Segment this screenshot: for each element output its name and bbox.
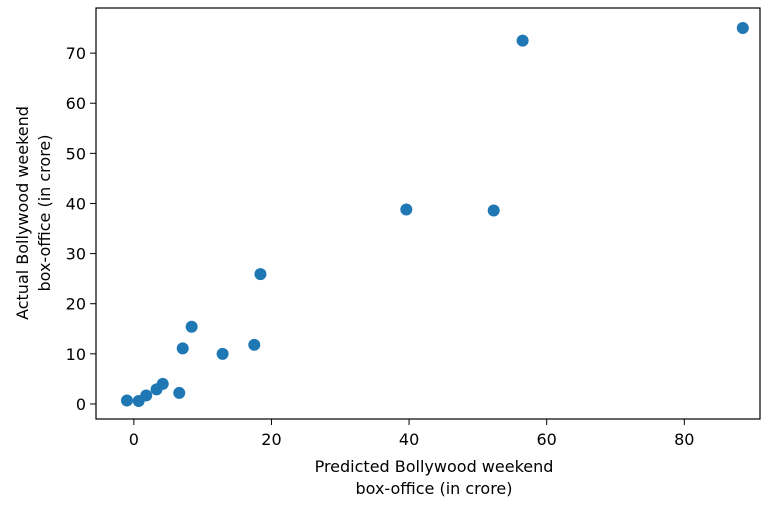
x-tick-label: 80	[674, 430, 694, 449]
x-tick-label: 40	[399, 430, 419, 449]
data-points	[120, 22, 749, 407]
data-point	[185, 320, 198, 333]
data-point	[216, 347, 229, 360]
y-axis-ticks: 0 10 20 30 40 50 60 70	[66, 44, 96, 414]
y-axis-label-line-2: box-office (in crore)	[35, 134, 54, 291]
y-tick-label: 40	[66, 194, 86, 213]
x-axis-label-line-2: box-office (in crore)	[355, 479, 512, 498]
data-point	[254, 268, 267, 281]
x-tick-label: 60	[537, 430, 557, 449]
plot-area	[95, 7, 761, 420]
data-point	[487, 204, 500, 217]
y-tick-label: 0	[76, 395, 86, 414]
data-point	[140, 389, 153, 402]
data-point	[173, 386, 186, 399]
x-axis-ticks: 0 20 40 60 80	[129, 419, 694, 449]
y-tick-label: 60	[66, 94, 86, 113]
x-tick-label: 20	[261, 430, 281, 449]
data-point	[736, 22, 749, 35]
y-tick-label: 10	[66, 345, 86, 364]
x-axis-label-line-1: Predicted Bollywood weekend	[315, 457, 554, 476]
x-tick-label: 0	[129, 430, 139, 449]
y-tick-label: 50	[66, 144, 86, 163]
y-tick-label: 30	[66, 245, 86, 264]
data-point	[176, 342, 189, 355]
y-tick-label: 70	[66, 44, 86, 63]
y-tick-label: 20	[66, 295, 86, 314]
data-point	[400, 203, 413, 216]
y-axis-label-line-1: Actual Bollywood weekend	[13, 106, 32, 320]
data-point	[248, 338, 261, 351]
data-point	[516, 34, 529, 47]
data-point	[120, 394, 133, 407]
data-point	[156, 377, 169, 390]
